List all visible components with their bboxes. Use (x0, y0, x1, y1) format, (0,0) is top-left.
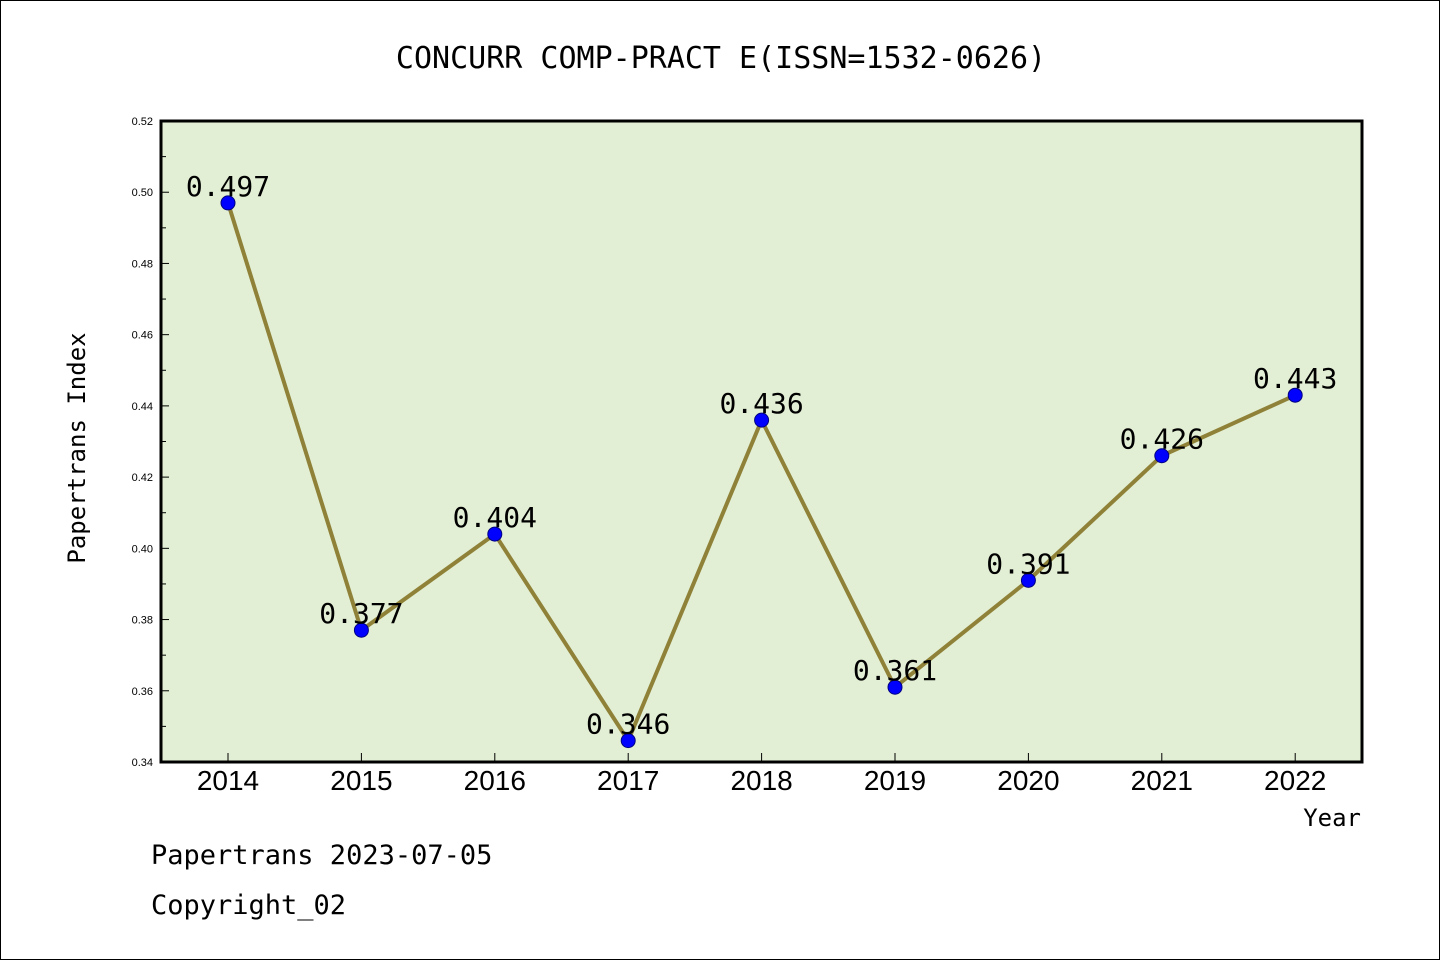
y-axis-title: Papertrans Index (63, 332, 91, 563)
data-point-marker (1154, 448, 1170, 464)
x-tick-label: 2016 (464, 765, 526, 796)
y-tick-label: 0.34 (132, 757, 153, 769)
data-point-label: 0.404 (453, 501, 537, 534)
footer-copyright: Copyright_02 (151, 890, 346, 921)
x-axis-title: Year (1303, 804, 1361, 832)
data-point-label: 0.361 (853, 654, 937, 687)
y-tick-label: 0.36 (132, 686, 153, 698)
y-axis: 0.34 0.36 0.38 0.40 0.42 0.44 0.46 0.48 0.50 0.52 (132, 116, 169, 769)
data-point-label: 0.436 (719, 387, 803, 420)
data-point-marker (620, 733, 636, 749)
data-point-marker (1020, 572, 1036, 588)
y-tick-label: 0.40 (132, 543, 153, 555)
data-labels-group: 0.497 0.377 0.404 0.346 0.436 0.361 0.391 0.426… (186, 170, 1337, 741)
data-point-marker (220, 195, 236, 211)
x-tick-label: 2021 (1131, 765, 1193, 796)
x-tick-label: 2014 (197, 765, 259, 796)
plot-area (159, 119, 1364, 764)
data-point-label: 0.426 (1120, 423, 1204, 456)
y-tick-label: 0.50 (132, 187, 153, 199)
footer-date: Papertrans 2023-07-05 (151, 840, 492, 871)
data-point-marker (487, 526, 503, 542)
markers-group (220, 195, 1303, 749)
y-tick-label: 0.52 (132, 116, 153, 128)
x-tick-label: 2022 (1264, 765, 1326, 796)
y-tick-label: 0.44 (132, 401, 153, 413)
data-point-label: 0.497 (186, 170, 270, 203)
y-tick-label: 0.48 (132, 258, 153, 270)
data-point-marker (887, 679, 903, 695)
data-point-marker (353, 622, 369, 638)
x-tick-label: 2017 (597, 765, 659, 796)
data-point-label: 0.346 (586, 708, 670, 741)
data-point-marker (1287, 387, 1303, 403)
x-tick-label: 2018 (730, 765, 792, 796)
y-tick-label: 0.42 (132, 472, 153, 484)
x-tick-label: 2020 (997, 765, 1059, 796)
y-tick-label: 0.46 (132, 330, 153, 342)
x-tick-label: 2015 (330, 765, 392, 796)
x-tick-label: 2019 (864, 765, 926, 796)
data-point-label: 0.377 (319, 597, 403, 630)
data-point-marker (754, 412, 770, 428)
y-tick-label: 0.38 (132, 615, 153, 627)
data-point-label: 0.391 (986, 547, 1070, 580)
data-point-label: 0.443 (1253, 362, 1337, 395)
chart-title: CONCURR COMP-PRACT E(ISSN=1532-0626) (396, 41, 1046, 76)
x-axis: 2014 2015 2016 2017 2018 2019 2020 2021 2022 (197, 753, 1326, 796)
